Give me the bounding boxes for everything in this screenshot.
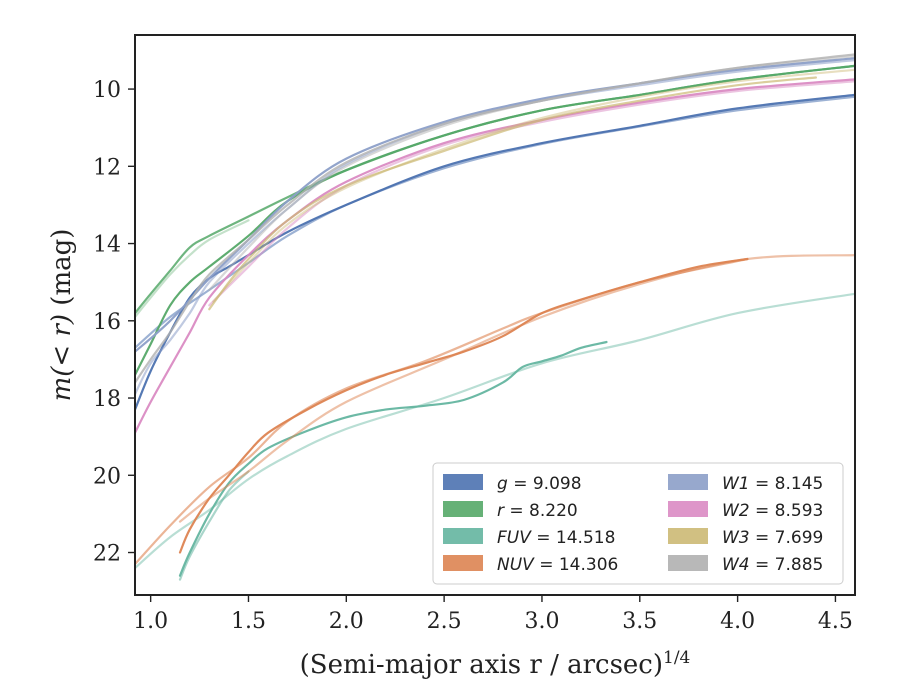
- series-line-w2-1: [135, 78, 855, 434]
- y-axis-ticks: 10 12 14 16 18 20 22: [93, 78, 135, 567]
- series-line-w4-2: [208, 55, 855, 291]
- legend-entry-r: r = 8.220: [443, 501, 578, 521]
- series-line-fuv-3: [135, 292, 855, 570]
- series-line-w2-2: [208, 80, 855, 307]
- legend-swatch: [668, 474, 708, 490]
- legend-entry-w2: W2 = 8.593: [668, 501, 823, 521]
- x-tick-label: 4.0: [720, 609, 755, 634]
- legend-entry-g: g = 9.098: [443, 474, 582, 494]
- series-line-fuv-2: [178, 470, 250, 581]
- series-line-r-2: [135, 64, 855, 315]
- y-axis-label: m(< r) (mag): [47, 229, 77, 402]
- series-line-nuv-2: [135, 257, 749, 566]
- legend-entry-nuv: NUV = 14.306: [443, 555, 618, 575]
- legend-entry-w1: W1 = 8.145: [668, 474, 823, 494]
- x-tick-label: 2.0: [329, 609, 364, 634]
- legend-label: FUV = 14.518: [497, 528, 615, 548]
- legend-swatch: [443, 555, 483, 571]
- series-line-nuv-3: [178, 254, 855, 523]
- series-line-w3-2: [212, 68, 855, 303]
- y-tick-label: 14: [93, 233, 121, 258]
- legend-label: W4 = 7.885: [722, 555, 823, 575]
- legend-label: g = 9.098: [497, 474, 582, 494]
- x-tick-label: 4.5: [818, 609, 853, 634]
- x-tick-label: 1.5: [231, 609, 266, 634]
- legend-box: [432, 462, 844, 585]
- y-tick-label: 16: [93, 310, 121, 335]
- legend-swatch: [668, 555, 708, 571]
- legend-entry-w4: W4 = 7.885: [668, 555, 823, 575]
- y-tick-label: 12: [93, 155, 121, 180]
- series-line-w1-1: [135, 57, 855, 353]
- plot-curves: [135, 53, 855, 581]
- x-tick-label: 1.0: [133, 609, 168, 634]
- y-tick-label: 20: [93, 464, 121, 489]
- x-tick-label: 2.5: [427, 609, 462, 634]
- y-tick-label: 22: [93, 542, 121, 567]
- y-tick-label: 18: [93, 387, 121, 412]
- legend-label: W3 = 7.699: [722, 528, 823, 548]
- legend-swatch: [668, 501, 708, 517]
- legend-entry-fuv: FUV = 14.518: [443, 528, 615, 548]
- legend-label: W2 = 8.593: [722, 501, 823, 521]
- legend-entry-w3: W3 = 7.699: [668, 528, 823, 548]
- legend-swatch: [668, 528, 708, 544]
- x-axis-label: (Semi-major axis r / arcsec)1/4: [300, 648, 691, 680]
- plot-frame: [134, 34, 856, 596]
- legend-swatch: [443, 474, 483, 490]
- legend-label: r = 8.220: [497, 501, 578, 521]
- series-line-fuv-1: [178, 340, 608, 577]
- x-tick-label: 3.0: [524, 609, 559, 634]
- series-line-r-3: [135, 219, 250, 318]
- y-tick-label: 10: [93, 78, 121, 103]
- legend-label: W1 = 8.145: [722, 474, 823, 494]
- x-axis-ticks: 1.0 1.5 2.0 2.5 3.0 3.5 4.0 4.5: [133, 595, 853, 634]
- legend: g = 9.098 r = 8.220 FUV = 14.518 NUV = 14.3…: [432, 462, 844, 585]
- legend-swatch: [443, 528, 483, 544]
- series-line-w3-1: [208, 76, 817, 311]
- x-tick-label: 3.5: [622, 609, 657, 634]
- legend-label: NUV = 14.306: [497, 555, 618, 575]
- legend-swatch: [443, 501, 483, 517]
